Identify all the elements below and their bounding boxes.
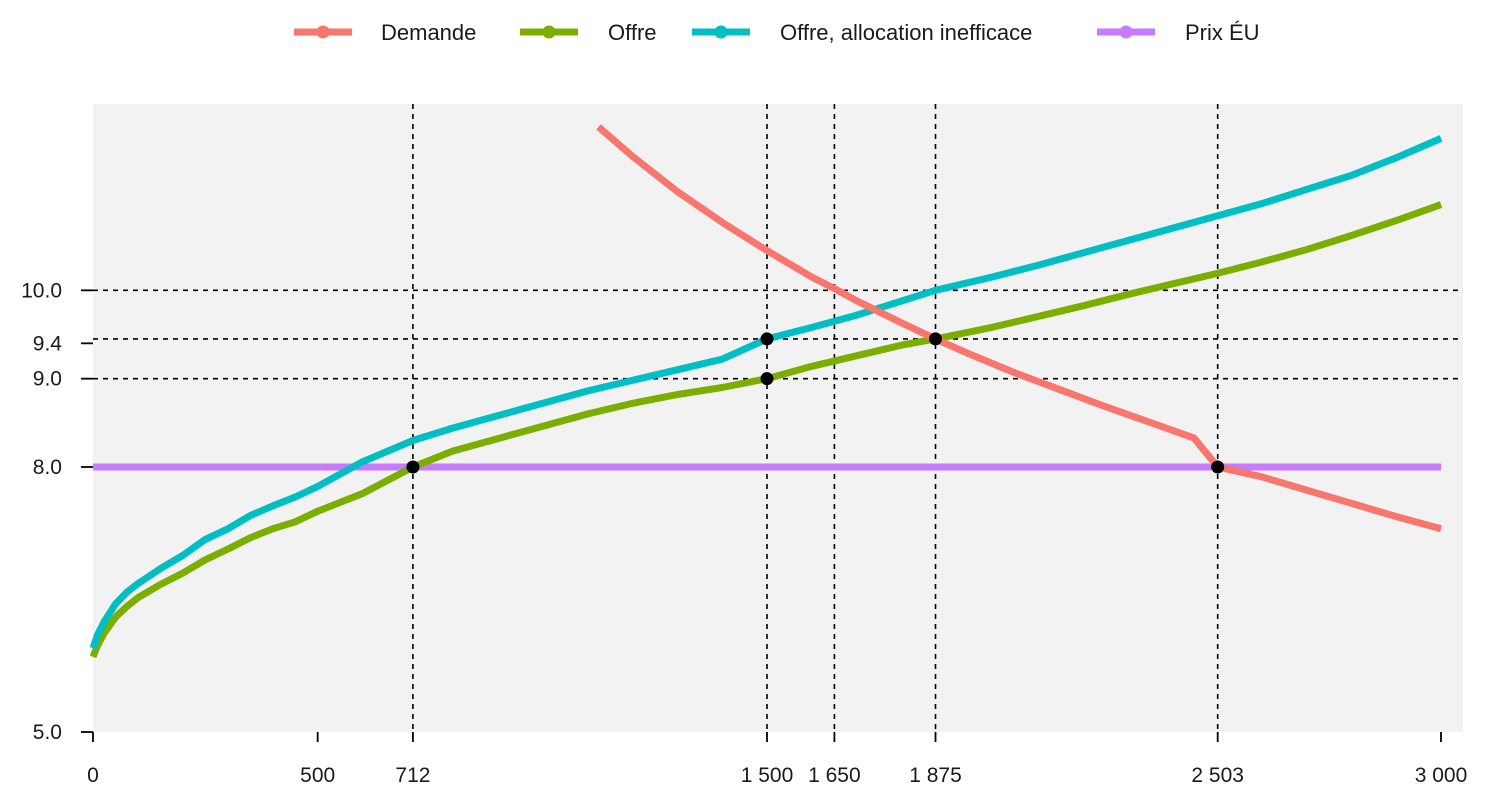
series-line-demand	[596, 124, 1442, 533]
legend-label: Offre, allocation inefficace	[780, 20, 1032, 45]
x-tick-label: 0	[87, 764, 99, 787]
x-tick-label: 1 875	[909, 764, 962, 787]
legend-swatch-dot	[714, 25, 728, 39]
y-tick-label: 9.4	[33, 332, 63, 355]
x-tick-label: 712	[395, 764, 430, 787]
highlight-point	[406, 460, 420, 474]
legend-label: Prix ÉU	[1185, 20, 1260, 45]
series-line-supply	[89, 201, 1443, 659]
y-tick-label: 10.0	[21, 279, 62, 302]
x-tick-label: 1 650	[808, 764, 861, 787]
legend-item-supply-inefficient: Offre, allocation inefficace	[692, 20, 1032, 45]
plot-panel	[93, 104, 1463, 732]
legend-item-world-price: Prix ÉU	[1097, 20, 1260, 45]
x-tick-label: 3 000	[1415, 764, 1468, 787]
series-layer	[89, 124, 1443, 659]
highlight-point	[929, 332, 942, 346]
x-tick-label: 2 503	[1191, 764, 1244, 787]
legend-label: Offre	[608, 20, 657, 45]
legend-item-demand: Demande	[294, 20, 476, 45]
y-tick-label: 9.0	[33, 368, 62, 391]
legend-swatch-dot	[1119, 25, 1133, 39]
legend-swatch-dot	[316, 25, 330, 39]
y-tick-label: 5.0	[33, 721, 62, 744]
legend: Demande Offre Offre, allocation inefficace…	[294, 20, 1260, 45]
x-tick-label: 1 500	[741, 764, 794, 787]
highlight-points	[406, 332, 1225, 474]
y-axis: 5.0 8.0 9.0 9.4 10.0	[21, 279, 93, 744]
highlight-point	[760, 332, 774, 346]
x-axis: 0 500 712 1 500 1 650 1 875 2 503 3 000	[87, 732, 1467, 787]
legend-swatch-dot	[542, 25, 556, 39]
y-tick-label: 8.0	[33, 456, 62, 479]
x-tick-label: 500	[300, 764, 335, 787]
highlight-point	[760, 372, 774, 386]
reference-lines	[93, 104, 1463, 732]
legend-label: Demande	[381, 20, 476, 45]
highlight-point	[1211, 460, 1225, 474]
legend-item-supply: Offre	[520, 20, 657, 45]
series-line-supply-inefficient	[89, 135, 1443, 650]
